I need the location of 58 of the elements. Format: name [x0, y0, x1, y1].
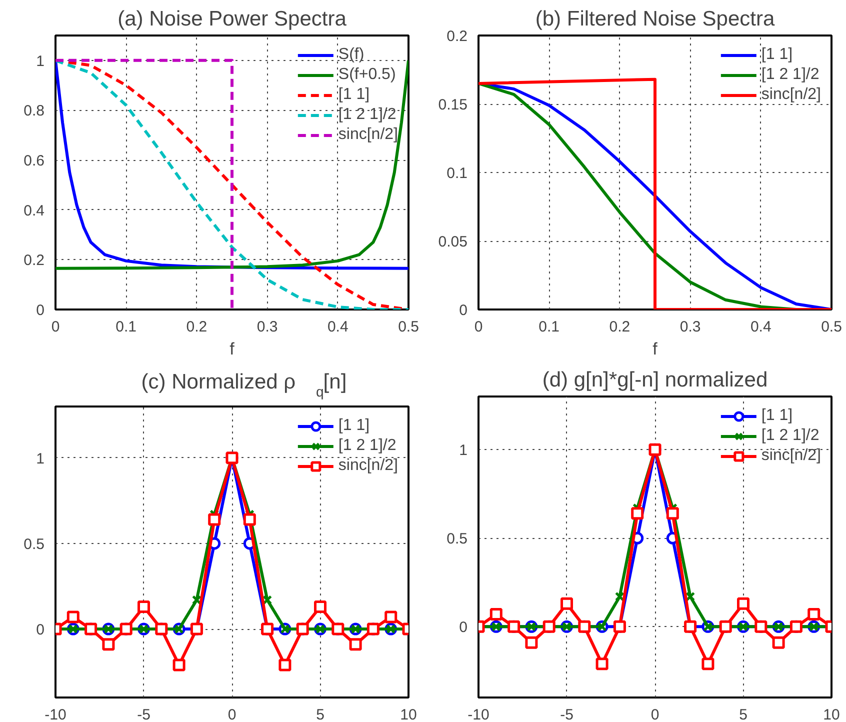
chart-title: (b) Filtered Noise Spectra: [535, 8, 775, 30]
x-tick-label: 0.4: [750, 318, 772, 336]
legend-label: sinc[n/2]: [338, 125, 398, 145]
y-tick-label: 1: [459, 442, 468, 460]
x-tick-label: -5: [137, 706, 150, 722]
y-tick-label: 0.6: [24, 152, 45, 170]
x-tick-label: 0: [650, 706, 660, 722]
legend-label: sinc[n/2]: [338, 456, 398, 476]
chart-title: (d) g[n]*g[-n] normalized: [542, 368, 768, 392]
x-axis-title: f: [230, 340, 235, 358]
y-tick-label: 0.05: [438, 234, 468, 250]
y-tick-label: 0: [36, 622, 44, 639]
x-tick-label: 0.1: [538, 318, 560, 336]
y-tick-label: 0: [459, 619, 468, 636]
x-tick-label: 0: [474, 318, 483, 336]
legend-label: [1 2 1]/2: [761, 426, 820, 446]
x-tick-label: 0.2: [186, 318, 208, 336]
x-tick-label: 10: [823, 706, 840, 722]
legend-label: [1 1]: [761, 406, 793, 426]
x-tick-label: -5: [560, 706, 574, 722]
x-tick-label: 0: [228, 706, 236, 722]
y-tick-label: 0.8: [24, 102, 45, 120]
y-tick-label: 0: [459, 302, 468, 319]
y-tick-label: 1: [36, 52, 44, 70]
y-tick-label: 0.2: [24, 252, 45, 270]
y-tick-label: 0.5: [446, 530, 468, 548]
x-tick-label: 0.1: [116, 318, 137, 336]
y-tick-label: 0.5: [24, 536, 45, 553]
x-tick-label: -10: [44, 706, 66, 722]
legend-label: [1 1]: [761, 45, 793, 65]
x-tick-label: 5: [739, 706, 748, 722]
legend-label: S(f+0.5): [338, 65, 396, 85]
legend-label: sinc[n/2]: [761, 85, 821, 105]
y-tick-label: 0.4: [24, 202, 45, 220]
x-tick-label: 0.3: [256, 318, 278, 336]
legend-label: [1 2 1]/2: [761, 65, 820, 85]
y-tick-label: 0: [36, 302, 44, 319]
legend-label: sinc[n/2]: [761, 446, 821, 466]
x-tick-label: 5: [316, 706, 324, 722]
y-tick-label: 0.1: [446, 165, 468, 182]
x-tick-label: 0.2: [609, 318, 630, 336]
chart-title: (a) Noise Power Spectra: [118, 8, 347, 30]
legend-label: [1 2 1]/2: [338, 105, 396, 125]
x-axis-title: f: [652, 340, 658, 358]
x-tick-label: 0.3: [680, 318, 701, 336]
x-tick-label: 0: [51, 318, 60, 336]
x-tick-label: 10: [400, 706, 417, 722]
legend-label: [1 1]: [338, 416, 370, 436]
y-tick-label: 0.2: [446, 28, 468, 45]
x-tick-label: 0.5: [821, 318, 842, 336]
x-tick-label: 0.4: [327, 318, 348, 336]
legend-label: [1 1]: [338, 85, 370, 105]
y-tick-label: 1: [36, 450, 44, 468]
x-tick-label: 0.5: [398, 318, 419, 336]
x-tick-label: -10: [468, 706, 490, 722]
legend-label: S(f): [338, 45, 364, 65]
y-tick-label: 0.15: [438, 96, 468, 114]
legend-label: [1 2 1]/2: [338, 436, 396, 456]
